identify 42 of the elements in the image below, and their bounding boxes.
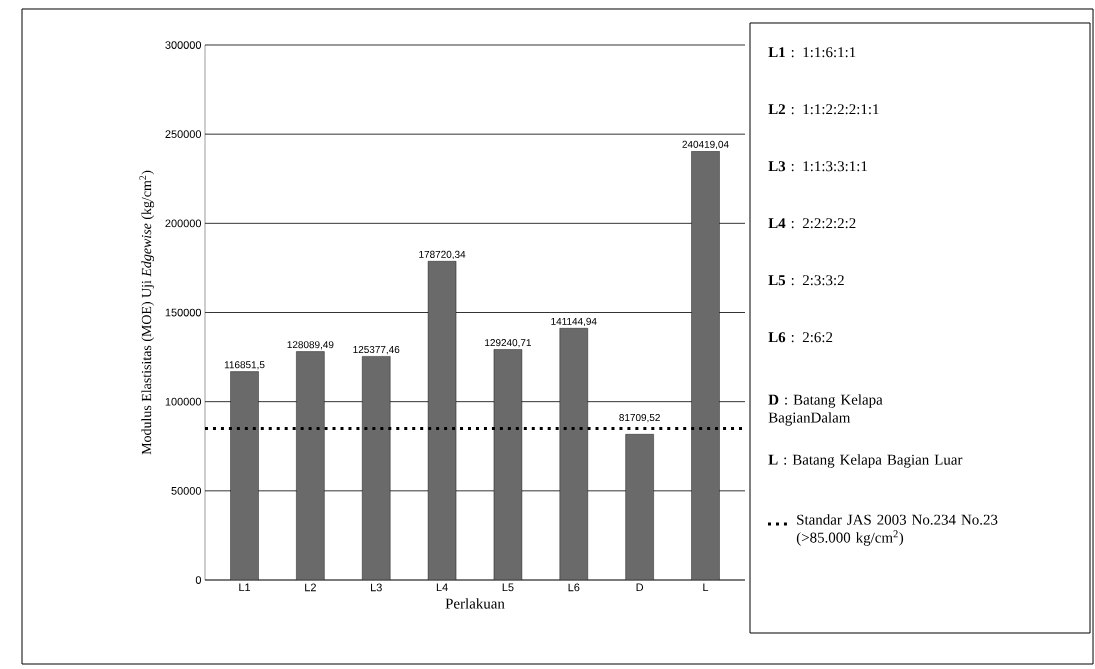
data-label: 81709,52 [619, 414, 660, 423]
x-tick-label: L3 [371, 583, 382, 592]
data-label: 178720,34 [419, 250, 466, 260]
bar [296, 351, 325, 580]
bar [428, 261, 457, 580]
data-label: 240419,04 [682, 140, 729, 150]
y-tick-label: 300000 [165, 41, 202, 49]
text: L2 : 1:1:2:2:2:1:1 [768, 104, 879, 115]
y-tick-label: 100000 [165, 397, 202, 406]
y-tick-label: 200000 [165, 219, 202, 228]
bar [230, 371, 259, 580]
x-axis-title: Perlakuan [445, 598, 505, 609]
y-axis-title: Modulus Elastisitas (MOE) Uji Edgewise (kg/cm$^{2}$) [139, 170, 155, 455]
bar [559, 328, 588, 580]
text: D : Batang Kelapa BagianDalam [768, 394, 883, 426]
bar [625, 434, 654, 580]
y-tick-label: 250000 [165, 130, 202, 139]
text: L1 : 1:1:6:1:1 [768, 47, 856, 58]
bar [493, 349, 522, 580]
data-label: 141144,94 [551, 317, 597, 327]
data-label: 125377,46 [353, 345, 400, 355]
data-label: 129240,71 [485, 339, 531, 348]
y-tick-label: 50000 [171, 486, 202, 495]
legend-label: Standar JAS 2003 No.234 No.23 (>85.000 kg/cm$^{2}$) [796, 514, 998, 546]
x-tick-label: L6 [568, 583, 580, 592]
x-tick-label: D [636, 583, 644, 592]
x-tick-label: L4 [436, 583, 448, 592]
x-tick-label: L1 [239, 583, 251, 592]
text: L3 : 1:1:3:3:1:1 [768, 161, 867, 172]
x-tick-label: L5 [502, 583, 514, 592]
data-label: 116851,5 [224, 361, 265, 370]
y-tick-label: 0 [195, 576, 202, 584]
data-label: 128089,49 [287, 341, 334, 350]
text: L5 : 2:3:3:2 [768, 275, 844, 286]
text: L : Batang Kelapa Bagian Luar [768, 454, 963, 468]
x-tick-label: L2 [305, 583, 316, 592]
x-tick-label: L [703, 583, 709, 592]
y-tick-label: 150000 [165, 308, 202, 317]
text: L6 : 2:6:2 [768, 332, 833, 343]
bar [362, 356, 391, 580]
text: L4 : 2:2:2:2:2 [768, 218, 856, 229]
bar [691, 151, 720, 580]
